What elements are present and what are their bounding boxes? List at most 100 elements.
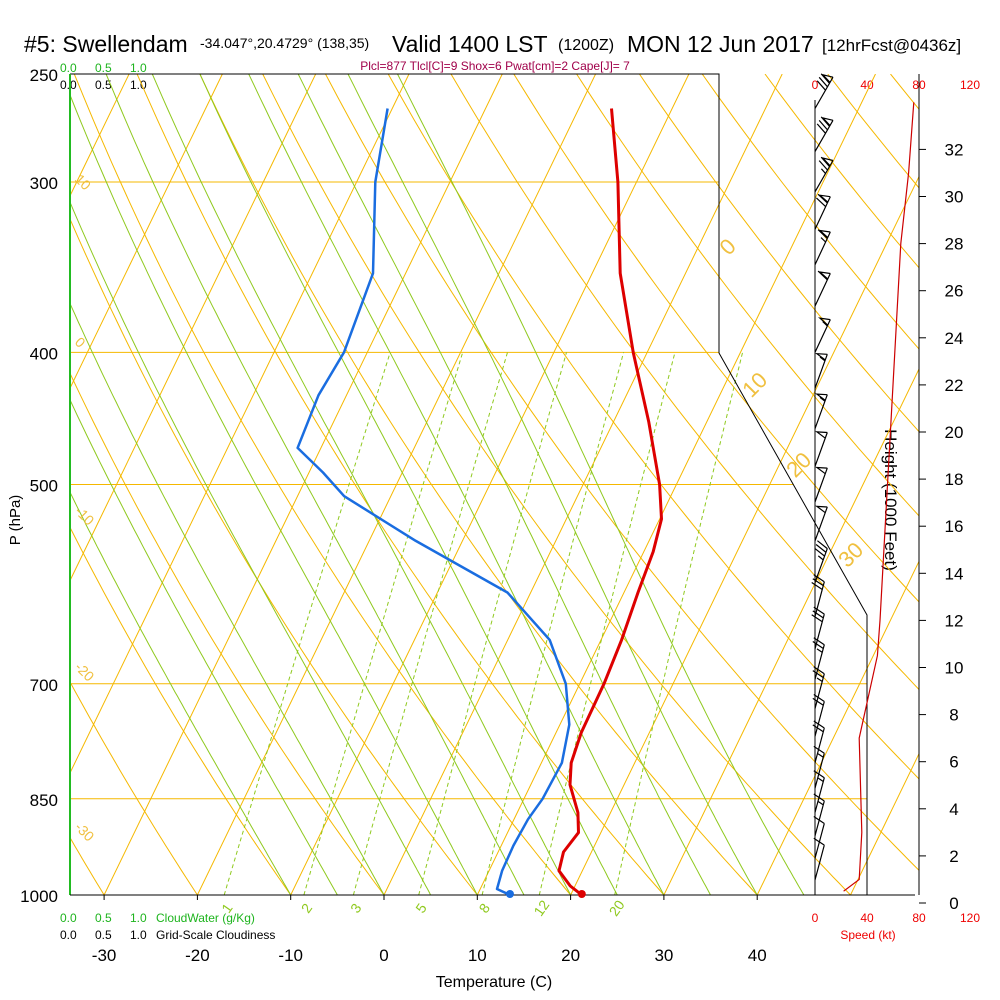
height-tick-label: 28 <box>945 235 964 254</box>
wind-barb <box>814 193 831 230</box>
moist-adiabat-line <box>397 74 805 896</box>
speed-tick: 80 <box>912 911 926 925</box>
mixing-ratio-line <box>538 352 676 896</box>
cloudiness-tick: 0.5 <box>95 928 112 942</box>
mixing-ratio-line <box>614 352 744 896</box>
temperature-profile-line <box>557 108 663 897</box>
dry-adiabat-label: 10 <box>737 367 772 402</box>
speed-tick: 40 <box>860 78 874 92</box>
wind-barb <box>811 574 825 617</box>
mixing-ratio-line <box>223 352 391 896</box>
thermo-grid <box>70 74 919 896</box>
forecast-label: [12hrFcst@0436z] <box>822 36 961 55</box>
cloudiness-tick: 1.0 <box>130 78 147 92</box>
wind-barb <box>814 156 834 193</box>
wind-barb <box>813 745 825 789</box>
dry-adiabat-line <box>136 74 665 896</box>
valid-utc: (1200Z) <box>558 37 614 54</box>
station-title: #5: Swellendam <box>24 31 188 57</box>
dry-adiabat-line <box>325 74 919 872</box>
height-tick-label: 18 <box>945 470 964 489</box>
temperature-tick-label: 20 <box>561 946 580 965</box>
dry-adiabat-line <box>638 74 919 433</box>
pressure-tick-label: 250 <box>30 66 58 85</box>
wind-barb <box>812 637 825 680</box>
height-tick-label: 30 <box>945 188 964 207</box>
height-tick-label: 4 <box>949 800 958 819</box>
isotherm-line <box>383 74 783 896</box>
dry-adiabat-line <box>450 74 919 691</box>
pressure-tick-label: 700 <box>30 676 58 695</box>
wind-barb <box>814 270 831 307</box>
moist-adiabat-line <box>70 398 338 896</box>
sounding-params: Plcl=877 Tlcl[C]=9 Shox=6 Pwat[cm]=2 Cap… <box>360 59 630 73</box>
mixing-ratio-label: 12 <box>530 897 552 919</box>
valid-time: Valid 1400 LST <box>392 31 548 57</box>
speed-tick: 120 <box>960 911 980 925</box>
wind-barb <box>814 229 831 265</box>
cloudwater-tick: 1.0 <box>130 61 147 75</box>
wind-barb <box>814 116 834 152</box>
dry-adiabat-label: -20 <box>72 659 98 685</box>
height-tick-label: 26 <box>945 282 964 301</box>
wind-barb <box>812 666 825 709</box>
cloudwater-tick: 1.0 <box>130 911 147 925</box>
dry-adiabat-label: 10 <box>72 171 94 193</box>
dry-adiabat-label: -10 <box>72 503 98 529</box>
valid-date: MON 12 Jun 2017 <box>627 31 814 57</box>
surface-dewpoint-marker <box>505 890 514 898</box>
isotherm-line <box>70 74 317 582</box>
wind-barb <box>811 606 825 650</box>
speed-tick: 0 <box>812 911 819 925</box>
wind-speed-profile-line <box>843 102 915 892</box>
cloudiness-tick: 1.0 <box>130 928 147 942</box>
speed-scale-top: 0 40 80 120 <box>812 78 981 92</box>
wind-barb <box>814 505 828 542</box>
pressure-tick-label: 400 <box>30 344 58 363</box>
isotherm-line <box>103 74 503 896</box>
x-axis-label: Temperature (C) <box>436 974 552 991</box>
surface-temperature-marker <box>577 890 586 898</box>
speed-tick: 40 <box>860 911 874 925</box>
height-tick-label: 32 <box>945 140 964 159</box>
speed-scale-bottom: 0 40 80 120 Speed (kt) <box>812 911 981 942</box>
moist-adiabat-line <box>70 302 385 896</box>
moist-adiabat-line <box>70 200 432 896</box>
cloudiness-tick: 0.5 <box>95 78 112 92</box>
isotherm-line <box>196 74 597 896</box>
mixing-ratio-line <box>352 352 508 896</box>
height-tick-label: 0 <box>949 894 958 913</box>
wind-barb <box>814 540 828 583</box>
isotherm-line <box>850 752 919 896</box>
plot-frame <box>70 73 868 895</box>
height-tick-label: 20 <box>945 423 964 442</box>
height-tick-label: 16 <box>945 517 964 536</box>
wind-barb <box>813 770 825 813</box>
height-tick-label: 12 <box>945 611 964 630</box>
wind-barb <box>813 793 825 837</box>
height-tick-label: 10 <box>945 659 964 678</box>
mixing-ratio-line <box>481 352 625 896</box>
dry-adiabat-line <box>70 217 478 896</box>
moist-adiabat-line <box>70 491 292 896</box>
dry-adiabat-line <box>387 74 919 780</box>
wind-barb <box>813 816 825 859</box>
moist-adiabat-line <box>70 93 478 896</box>
cloud-scale-bottom: 0.0 0.5 1.0 CloudWater (g/Kg) 0.0 0.5 1.… <box>60 911 275 942</box>
speed-axis-label: Speed (kt) <box>840 928 895 942</box>
dry-adiabat-line <box>262 74 851 896</box>
mixing-ratio-line <box>303 352 464 896</box>
temperature-tick-label: 40 <box>748 946 767 965</box>
height-tick-label: 22 <box>945 376 964 395</box>
speed-tick: 0 <box>812 78 819 92</box>
mixing-ratio-label: 5 <box>412 900 430 916</box>
cloudwater-tick: 0.0 <box>60 911 77 925</box>
height-axis-label: Height (1000 Feet) <box>881 429 900 571</box>
isotherm-line <box>70 74 410 775</box>
dry-adiabat-line <box>827 74 919 189</box>
pressure-tick-label: 500 <box>30 477 58 496</box>
cloudiness-tick: 0.0 <box>60 928 77 942</box>
height-tick-label: 8 <box>949 706 958 725</box>
dry-adiabat-line <box>70 372 385 896</box>
